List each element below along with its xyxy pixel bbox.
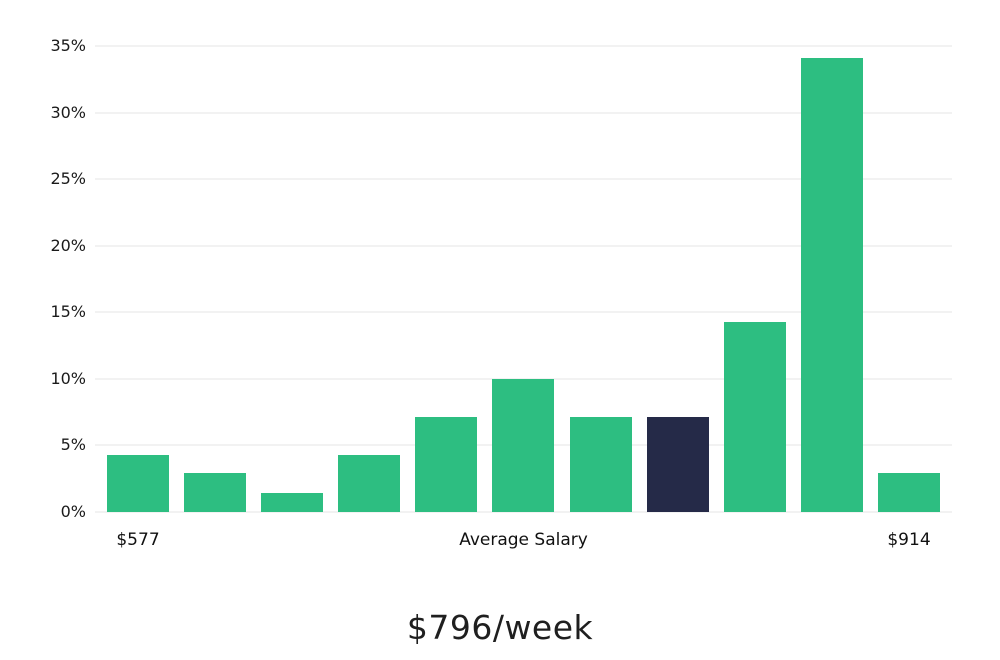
y-axis: 0% 5% 10% 15% 20% 25% 30% 35% [0, 38, 86, 520]
bars [95, 46, 952, 512]
gridline [95, 511, 952, 513]
y-tick-label: 25% [50, 169, 86, 189]
y-tick-label: 20% [50, 235, 86, 255]
bar [492, 378, 555, 512]
gridline [95, 45, 952, 47]
average-salary-caption: $796/week [406, 608, 594, 647]
x-label-min-salary: $577 [116, 530, 160, 550]
gridline [95, 112, 952, 114]
gridline [95, 311, 952, 313]
x-label-average-salary: Average Salary [459, 530, 588, 550]
bar [338, 454, 401, 512]
gridline [95, 178, 952, 180]
x-label-max-salary: $914 [887, 530, 931, 550]
bar [877, 473, 940, 512]
y-tick-label: 5% [60, 435, 86, 455]
y-tick-label: 15% [50, 302, 86, 322]
gridline [95, 245, 952, 247]
bar [184, 473, 247, 512]
bar [723, 321, 786, 512]
bar [415, 417, 478, 512]
bar [261, 493, 324, 512]
y-tick-label: 0% [60, 502, 86, 521]
bar-highlighted [646, 417, 709, 512]
y-tick-label: 30% [50, 102, 86, 122]
bar [107, 454, 169, 512]
y-tick-label: 10% [50, 368, 86, 388]
x-axis: $577 Average Salary $914 [95, 528, 952, 554]
y-tick-label: 35% [50, 36, 86, 55]
bar [800, 57, 863, 512]
plot-area [95, 45, 952, 513]
bar [569, 417, 632, 512]
